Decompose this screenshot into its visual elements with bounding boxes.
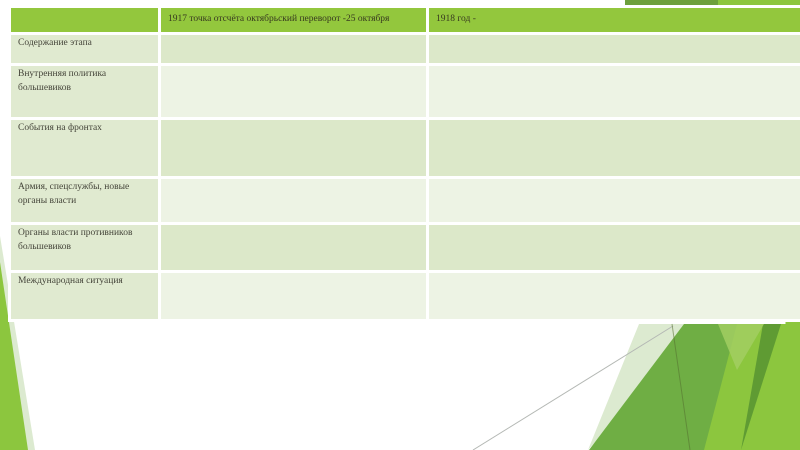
table-cell xyxy=(426,222,800,273)
row-label: Армия, спецслужбы, новые органы власти xyxy=(8,176,161,225)
bottom-right-dark-wedge xyxy=(741,324,781,450)
table-cell xyxy=(158,117,429,179)
table-cell xyxy=(426,117,800,179)
table-cell xyxy=(158,270,429,322)
table-cell xyxy=(426,270,800,322)
facet-line-vertical xyxy=(671,323,691,450)
content-table: 1917 точка отсчёта октябрьский переворот… xyxy=(8,5,800,322)
table-cell xyxy=(158,63,429,120)
top-right-bright-sliver xyxy=(718,0,800,7)
bottom-left-bright-triangle xyxy=(0,262,28,450)
row-label: Содержание этапа xyxy=(8,32,161,66)
table-cell xyxy=(426,32,800,66)
row-label: Международная ситуация xyxy=(8,270,161,322)
table-cell xyxy=(158,222,429,273)
table-row: Внутренняя политика большевиков xyxy=(8,63,800,120)
table-cell xyxy=(158,176,429,225)
table-cell xyxy=(426,176,800,225)
table-row: Содержание этапа xyxy=(8,32,800,66)
header-cell-empty xyxy=(8,5,161,35)
header-cell-1918: 1918 год - xyxy=(426,5,800,35)
table-cell xyxy=(426,63,800,120)
row-label: События на фронтах xyxy=(8,117,161,179)
table-cell xyxy=(158,32,429,66)
table-row: Международная ситуация xyxy=(8,270,800,322)
bottom-right-bright-corner xyxy=(702,324,800,450)
table-row: Органы власти противников большевиков xyxy=(8,222,800,273)
row-label: Органы власти противников большевиков xyxy=(8,222,161,273)
top-right-dark-sliver xyxy=(625,0,718,5)
facet-line-diagonal xyxy=(472,325,674,450)
header-cell-1917: 1917 точка отсчёта октябрьский переворот… xyxy=(158,5,429,35)
bottom-right-medium-wedge xyxy=(589,324,737,450)
table-row: Армия, спецслужбы, новые органы власти xyxy=(8,176,800,225)
row-label: Внутренняя политика большевиков xyxy=(8,63,161,120)
bottom-right-light-notch xyxy=(718,324,764,370)
table-header-row: 1917 точка отсчёта октябрьский переворот… xyxy=(8,5,800,35)
table-row: События на фронтах xyxy=(8,117,800,179)
